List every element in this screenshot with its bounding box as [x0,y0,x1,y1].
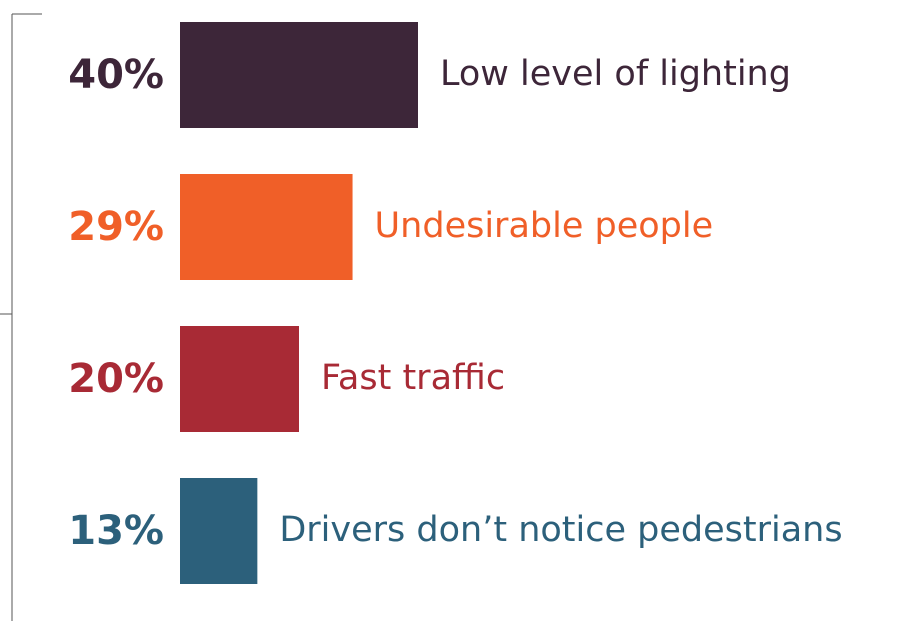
value-label: 40% [68,52,164,98]
frame-decoration [0,13,42,621]
value-label: 20% [68,356,164,402]
category-label: Fast traffic [321,358,505,398]
value-label: 29% [68,204,164,250]
bar [180,174,353,280]
value-label: 13% [68,508,164,554]
category-label: Low level of lighting [440,54,791,94]
bar [180,326,299,432]
category-label: Undesirable people [375,206,714,246]
bar [180,22,418,128]
category-label: Drivers don’t notice pedestrians [279,510,842,550]
bar [180,478,258,584]
